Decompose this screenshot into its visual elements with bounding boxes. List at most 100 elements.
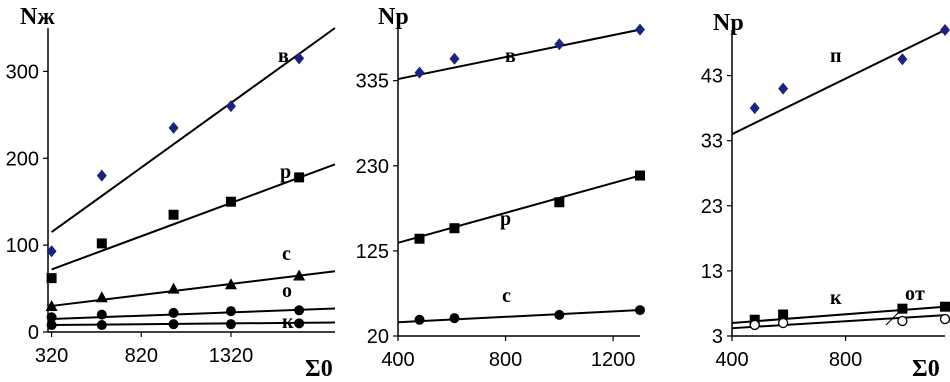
data-point: [635, 170, 645, 181]
data-point: [96, 169, 107, 182]
y-tick-label: 20: [367, 326, 389, 348]
data-point: [449, 223, 460, 234]
data-point: [96, 320, 107, 331]
data-point: [294, 172, 305, 183]
series-1-5: к: [46, 311, 336, 333]
y-tick-label: 200: [6, 148, 39, 170]
chart-panel-3: Nр Σ0 3 13 23 33 43 400 800 п к oт: [701, 10, 950, 382]
data-point: [940, 24, 950, 36]
data-point: [449, 313, 460, 324]
fit-line: [731, 314, 946, 330]
y-tick-label: 230: [356, 156, 389, 178]
data-point: [168, 121, 179, 134]
data-point: [293, 269, 306, 281]
series-2-1: в: [397, 23, 645, 81]
label-leader-line: [885, 304, 907, 326]
data-point: [939, 313, 950, 325]
y-tick-label: 300: [6, 61, 39, 83]
panel-2-ylabel: Nр: [378, 4, 409, 30]
fit-line: [397, 28, 641, 81]
data-point: [554, 309, 565, 320]
data-point: [225, 196, 236, 207]
data-point: [225, 306, 236, 317]
data-point: [778, 309, 789, 320]
data-point: [749, 319, 760, 331]
panel-1-axes: 0 100 200 300 320 820 1320: [6, 28, 335, 367]
y-tick-label: 3: [712, 326, 723, 348]
series-1-2: p: [46, 161, 336, 284]
panel-1-xlabel: Σ0: [305, 356, 333, 382]
series-label: p: [280, 161, 291, 183]
data-point: [294, 52, 305, 65]
fit-line: [51, 27, 336, 233]
data-point: [167, 282, 180, 294]
x-tick-label: 800: [829, 349, 862, 371]
data-point: [897, 315, 908, 327]
data-point: [635, 305, 645, 316]
y-tick-label: 23: [701, 196, 723, 218]
data-point: [225, 319, 236, 330]
data-point: [46, 320, 57, 331]
series-1-3: c: [45, 243, 336, 311]
chart-panel-1: Nж Σ0 0 100 200 300 320 820 1320 в p coк: [6, 4, 336, 382]
series-label: o: [282, 280, 292, 302]
panel-1-ylabel: Nж: [20, 4, 55, 30]
y-tick-label: 33: [701, 131, 723, 153]
series-label: к: [830, 287, 842, 309]
data-point: [554, 197, 565, 208]
y-tick-label: 43: [701, 66, 723, 88]
fit-line: [51, 270, 336, 307]
series-label: к: [282, 311, 294, 333]
x-tick-label: 400: [715, 349, 748, 371]
series-label: в: [505, 45, 516, 67]
y-tick-label: 13: [701, 261, 723, 283]
data-point: [46, 245, 57, 258]
series-2-3: c: [397, 285, 645, 325]
panel-3-axes: 3 13 23 33 43 400 800: [701, 30, 945, 371]
series-3-3: oт: [731, 283, 950, 331]
y-tick-label: 0: [28, 322, 39, 344]
series-1-4: o: [46, 280, 336, 323]
x-tick-label: 400: [381, 349, 414, 371]
series-2-2: p: [397, 170, 645, 244]
fit-line: [51, 163, 336, 271]
data-point: [45, 299, 58, 311]
data-point: [778, 82, 789, 95]
x-tick-label: 820: [125, 345, 158, 367]
x-tick-label: 1320: [209, 345, 254, 367]
data-point: [168, 307, 179, 318]
fit-line: [731, 29, 946, 136]
data-point: [554, 38, 565, 51]
data-point: [414, 66, 425, 79]
data-point: [46, 312, 57, 323]
data-point: [96, 238, 107, 249]
fit-line: [731, 305, 946, 324]
panel-3-ylabel: Nр: [713, 10, 744, 36]
data-point: [224, 278, 237, 290]
data-point: [449, 52, 460, 65]
data-point: [46, 273, 57, 284]
series-label: п: [830, 45, 842, 67]
series-1-1: в: [46, 27, 336, 258]
panel-2-axes: 20 125 230 335 400 800 1200: [356, 28, 640, 371]
data-point: [897, 53, 908, 66]
series-label: p: [500, 208, 511, 230]
data-point: [940, 301, 950, 312]
data-point: [95, 291, 108, 303]
data-point: [168, 319, 179, 330]
y-tick-label: 100: [6, 235, 39, 257]
fit-line: [397, 309, 641, 324]
x-tick-label: 1200: [591, 349, 636, 371]
series-label: c: [502, 285, 511, 307]
data-point: [96, 309, 107, 320]
data-point: [294, 318, 305, 329]
x-tick-label: 800: [489, 349, 522, 371]
data-point: [225, 100, 236, 113]
panel-3-xlabel: Σ0: [912, 356, 940, 382]
data-point: [414, 314, 425, 325]
data-point: [414, 233, 425, 244]
series-label: в: [278, 45, 289, 67]
series-3-1: п: [731, 24, 950, 136]
y-tick-label: 335: [356, 71, 389, 93]
